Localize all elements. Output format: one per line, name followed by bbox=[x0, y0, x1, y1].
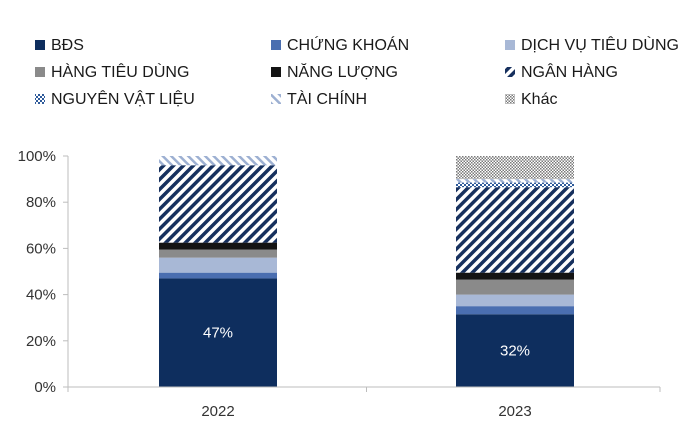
bar-stack-2023 bbox=[456, 156, 574, 387]
legend-item-khac: Khác bbox=[505, 91, 557, 108]
bar-segment-dich-vu-tieu-dung-2023 bbox=[456, 294, 574, 307]
legend-swatch-nang-luong bbox=[271, 67, 281, 77]
bar-segment-ngan-hang-2022 bbox=[159, 165, 277, 243]
bar-segment-tai-chinh-2023 bbox=[456, 179, 574, 183]
legend-label-bds: BĐS bbox=[51, 37, 84, 54]
y-tick-label: 100% bbox=[18, 148, 56, 165]
legend-label-tai-chinh: TÀI CHÍNH bbox=[287, 89, 367, 108]
legend-label-nang-luong: NĂNG LƯỢNG bbox=[287, 62, 398, 81]
legend-swatch-khac bbox=[505, 94, 515, 104]
bar-segment-tai-chinh-2022 bbox=[159, 156, 277, 166]
x-axis: 2022 2023 bbox=[67, 386, 661, 420]
bar-segment-nang-luong-2023 bbox=[456, 272, 574, 280]
bar-segment-ngan-hang-2023 bbox=[456, 187, 574, 273]
legend-swatch-tai-chinh bbox=[271, 94, 281, 104]
legend-swatch-ngan-hang bbox=[505, 67, 515, 77]
bar-segment-dich-vu-tieu-dung-2022 bbox=[159, 257, 277, 273]
legend-label-khac: Khác bbox=[521, 91, 557, 108]
y-tick-label: 0% bbox=[34, 379, 56, 396]
legend-item-nguyen-vat-lieu: NGUYÊN VẬT LIỆU bbox=[35, 89, 195, 108]
y-tick-label: 40% bbox=[26, 287, 56, 304]
data-label-2023: 32% bbox=[500, 343, 530, 360]
x-tick-label: 2022 bbox=[201, 403, 234, 420]
x-tick-label: 2023 bbox=[498, 403, 531, 420]
legend-label-hang-tieu-dung: HÀNG TIÊU DÙNG bbox=[51, 62, 189, 81]
bar-stack-2022 bbox=[159, 156, 277, 387]
legend-swatch-nguyen-vat-lieu bbox=[35, 94, 45, 104]
bar-segment-nguyen-vat-lieu-2023 bbox=[456, 182, 574, 188]
y-axis: 0% 20% 40% 60% 80% 100% bbox=[18, 148, 69, 396]
bar-segment-nang-luong-2022 bbox=[159, 242, 277, 250]
bar-segment-khac-2023 bbox=[456, 156, 574, 180]
legend-item-bds: BĐS bbox=[35, 37, 84, 54]
gridlines bbox=[63, 155, 68, 388]
legend-swatch-bds bbox=[35, 40, 45, 50]
legend-item-dich-vu-tieu-dung: DỊCH VỤ TIÊU DÙNG bbox=[505, 35, 679, 54]
bar-segment-chung-khoan-2022 bbox=[159, 272, 277, 279]
bar-segment-hang-tieu-dung-2023 bbox=[456, 279, 574, 295]
legend-swatch-dich-vu-tieu-dung bbox=[505, 40, 515, 50]
y-tick-label: 60% bbox=[26, 240, 56, 257]
legend-swatch-chung-khoan bbox=[271, 40, 281, 50]
legend-label-chung-khoan: CHỨNG KHOÁN bbox=[287, 35, 409, 54]
bar-segment-chung-khoan-2023 bbox=[456, 306, 574, 315]
data-label-2022: 47% bbox=[203, 325, 233, 342]
legend-item-nang-luong: NĂNG LƯỢNG bbox=[271, 62, 398, 81]
bar-segment-hang-tieu-dung-2022 bbox=[159, 249, 277, 258]
legend-label-dich-vu-tieu-dung: DỊCH VỤ TIÊU DÙNG bbox=[521, 35, 679, 54]
bar-segment-bds-2022 bbox=[159, 278, 277, 387]
bar-segment-bds-2023 bbox=[456, 314, 574, 387]
legend-swatch-hang-tieu-dung bbox=[35, 67, 45, 77]
legend-item-ngan-hang: NGÂN HÀNG bbox=[505, 62, 618, 81]
legend-item-hang-tieu-dung: HÀNG TIÊU DÙNG bbox=[35, 62, 189, 81]
y-tick-label: 80% bbox=[26, 194, 56, 211]
legend-item-chung-khoan: CHỨNG KHOÁN bbox=[271, 35, 409, 54]
legend-label-nguyen-vat-lieu: NGUYÊN VẬT LIỆU bbox=[51, 89, 195, 108]
legend: BĐS CHỨNG KHOÁN DỊCH VỤ TIÊU DÙNG HÀNG TIÊU… bbox=[35, 35, 679, 108]
y-tick-label: 20% bbox=[26, 333, 56, 350]
bars bbox=[159, 156, 574, 387]
legend-item-tai-chinh: TÀI CHÍNH bbox=[271, 89, 367, 108]
data-labels: 47% 32% bbox=[203, 325, 530, 360]
legend-label-ngan-hang: NGÂN HÀNG bbox=[521, 62, 618, 81]
